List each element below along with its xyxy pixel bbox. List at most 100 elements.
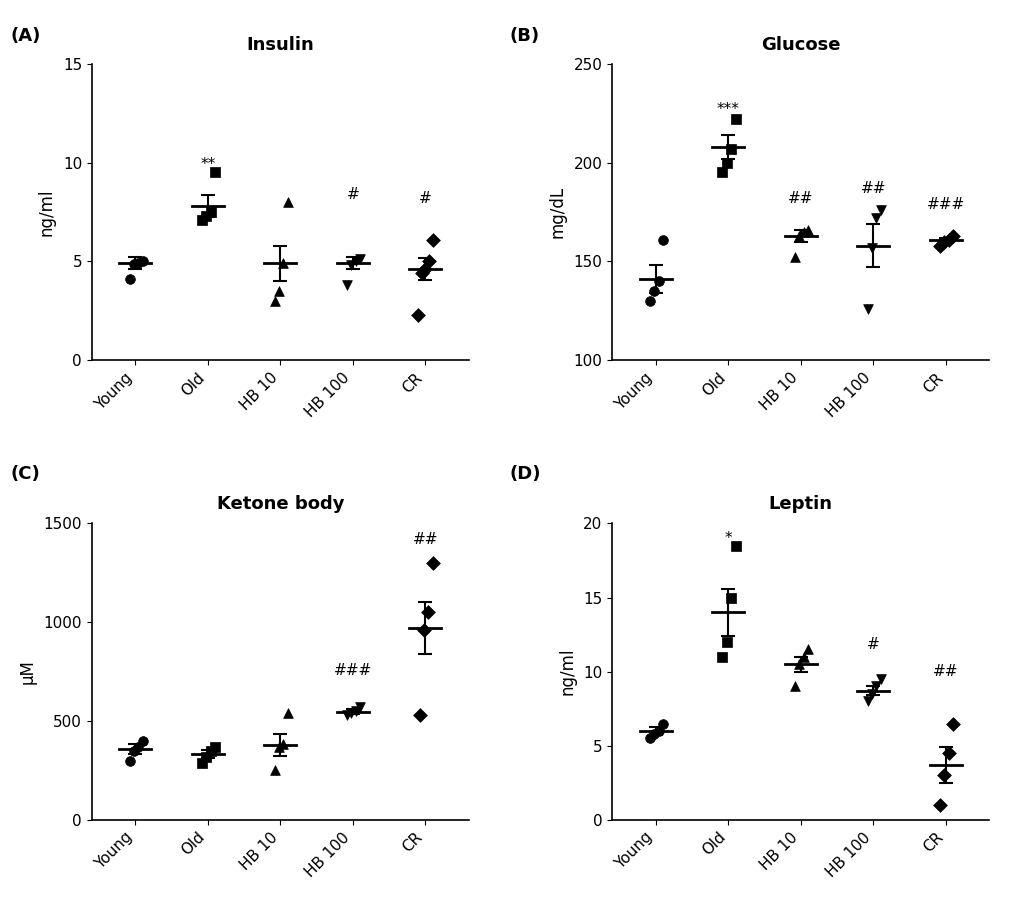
Point (791, 229, 807, 243)
Point (420, 605, 436, 619)
Point (799, 222, 815, 237)
Point (125, 257, 142, 271)
Point (650, 274, 666, 289)
Text: ##: ## (860, 181, 886, 196)
Point (863, 241, 879, 255)
Point (194, 212, 210, 227)
Point (722, 590, 739, 605)
Text: #: # (346, 187, 359, 202)
Point (871, 671, 888, 686)
Title: Insulin: Insulin (247, 36, 314, 54)
Title: Leptin: Leptin (768, 496, 832, 514)
Point (645, 727, 661, 742)
Point (940, 232, 956, 247)
Point (352, 700, 368, 714)
Point (795, 224, 811, 239)
Point (867, 210, 883, 225)
Text: (C): (C) (10, 465, 40, 483)
Point (650, 723, 666, 738)
Point (424, 556, 440, 570)
Point (279, 706, 296, 721)
Text: ###: ### (333, 662, 372, 678)
Point (654, 716, 671, 731)
Text: **: ** (200, 158, 215, 172)
Point (275, 256, 291, 271)
Point (713, 650, 730, 664)
Point (270, 740, 286, 754)
Point (940, 746, 956, 761)
Point (645, 284, 661, 299)
Point (203, 205, 219, 220)
Point (343, 258, 360, 272)
Point (279, 195, 296, 210)
Point (207, 165, 223, 179)
Point (859, 694, 875, 709)
Point (198, 209, 214, 223)
Point (203, 743, 219, 758)
Point (424, 232, 440, 247)
Text: #: # (866, 638, 878, 652)
Point (786, 251, 802, 265)
Point (713, 165, 730, 179)
Point (944, 716, 960, 731)
Point (266, 763, 282, 778)
Text: (B): (B) (510, 27, 540, 46)
Point (867, 680, 883, 694)
Text: ###: ### (926, 197, 964, 212)
Point (417, 262, 433, 277)
Text: (A): (A) (10, 27, 41, 46)
Point (931, 239, 948, 253)
Point (799, 642, 815, 657)
Point (338, 278, 355, 292)
Point (125, 743, 142, 758)
Point (198, 750, 214, 764)
Point (410, 308, 426, 322)
Text: ##: ## (788, 191, 813, 206)
Point (270, 284, 286, 299)
Point (414, 266, 430, 281)
Point (722, 141, 739, 156)
Point (347, 254, 364, 269)
Text: ***: *** (716, 102, 739, 118)
Point (786, 680, 802, 694)
Point (411, 708, 427, 722)
Point (718, 155, 735, 169)
Point (194, 755, 210, 770)
Point (931, 798, 948, 813)
Point (791, 657, 807, 671)
Text: ##: ## (932, 664, 958, 679)
Point (347, 704, 364, 719)
Point (935, 768, 952, 783)
Point (641, 293, 657, 308)
Point (654, 232, 671, 247)
Title: Ketone body: Ketone body (216, 496, 343, 514)
Title: Glucose: Glucose (760, 36, 840, 54)
Y-axis label: mg/dL: mg/dL (548, 186, 567, 238)
Point (207, 740, 223, 754)
Point (135, 254, 151, 269)
Point (727, 538, 743, 553)
Point (727, 112, 743, 127)
Point (935, 234, 952, 249)
Point (641, 731, 657, 745)
Point (718, 635, 735, 650)
Y-axis label: ng/ml: ng/ml (38, 189, 56, 236)
Point (121, 272, 138, 287)
Point (352, 252, 368, 267)
Point (130, 740, 147, 754)
Point (130, 256, 147, 271)
Point (871, 203, 888, 218)
Text: ##: ## (413, 532, 438, 548)
Point (135, 733, 151, 748)
Point (421, 254, 437, 269)
Point (416, 623, 432, 638)
Point (266, 293, 282, 308)
Point (863, 687, 879, 701)
Point (121, 753, 138, 768)
Point (275, 736, 291, 751)
Point (944, 229, 960, 243)
Point (343, 706, 360, 721)
Text: *: * (723, 530, 732, 546)
Text: #: # (419, 191, 431, 206)
Y-axis label: ng/ml: ng/ml (557, 648, 576, 695)
